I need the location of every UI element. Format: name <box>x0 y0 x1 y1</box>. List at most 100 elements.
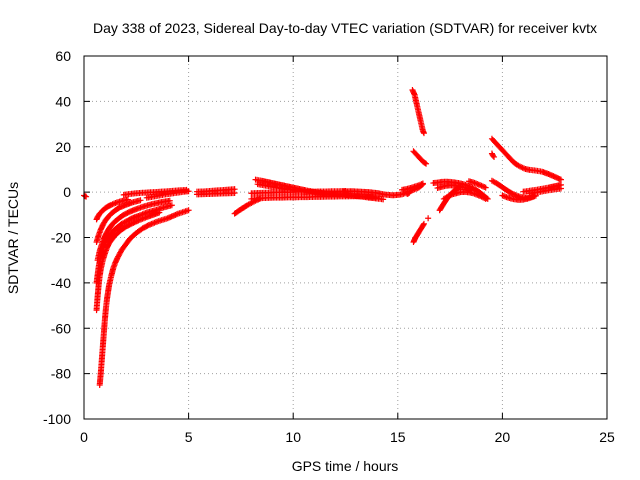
data-point <box>137 197 144 204</box>
data-point <box>511 191 518 198</box>
series-arc-ad <box>488 135 564 183</box>
data-point <box>474 180 481 187</box>
data-point <box>474 191 481 198</box>
data-point <box>144 222 151 229</box>
y-tick-label: -40 <box>51 275 71 291</box>
data-point <box>478 182 485 189</box>
data-point <box>115 253 122 260</box>
data-point <box>109 201 116 208</box>
data-point <box>166 197 173 204</box>
data-point <box>491 153 498 160</box>
x-tick-label: 25 <box>599 429 615 445</box>
data-point <box>168 202 175 209</box>
series-arc-d <box>93 202 175 286</box>
data-point <box>479 183 486 190</box>
y-axis-label: SDTVAR / TECUs <box>5 182 21 294</box>
axis-ticks: 0 5 10 15 20 25 -100 -80 -60 -40 -20 0 20 40 60 <box>43 48 615 445</box>
data-point <box>557 185 564 192</box>
series-arc-aa <box>440 188 489 202</box>
data-point <box>518 164 525 171</box>
y-tick-label: 60 <box>55 48 71 64</box>
data-point <box>477 193 484 200</box>
data-point <box>481 183 488 190</box>
data-point <box>489 152 496 159</box>
data-point <box>419 180 426 187</box>
data-point <box>425 215 432 222</box>
data-point <box>477 182 484 189</box>
data-point <box>519 164 526 171</box>
data-point <box>512 192 519 199</box>
series-arc-s <box>404 189 413 197</box>
data-point <box>475 192 482 199</box>
series-arc-k <box>193 190 238 198</box>
series-arc-ab <box>465 178 489 191</box>
data-point <box>482 195 489 202</box>
series-arc-p <box>248 187 349 197</box>
x-tick-label: 10 <box>285 429 301 445</box>
data-point <box>417 181 424 188</box>
data-point <box>185 188 192 195</box>
series-arc-a <box>81 192 90 200</box>
data-point <box>420 220 427 227</box>
y-tick-label: -100 <box>43 411 71 427</box>
y-tick-label: 20 <box>55 139 71 155</box>
y-tick-label: 40 <box>55 93 71 109</box>
series-arc-e <box>94 197 173 264</box>
series-arc-ah <box>526 185 564 197</box>
plot-border <box>83 55 608 420</box>
data-point <box>481 195 488 202</box>
data-point <box>521 165 528 172</box>
data-point <box>509 190 516 197</box>
series-arc-u <box>410 220 427 246</box>
series-arc-v <box>410 148 430 167</box>
x-tick-label: 0 <box>80 429 88 445</box>
data-point <box>482 184 489 191</box>
series-arc-f <box>93 197 144 246</box>
chart-title: Day 338 of 2023, Sidereal Day-to-day VTE… <box>93 20 597 36</box>
data-point <box>231 190 238 197</box>
data-point <box>114 254 121 261</box>
data-point <box>516 163 523 170</box>
series-arc-t <box>409 87 427 137</box>
y-tick-label: -60 <box>51 320 71 336</box>
grid-lines <box>84 56 607 419</box>
data-point <box>110 200 117 207</box>
series-arc-i <box>143 188 192 201</box>
data-point <box>420 222 427 229</box>
y-tick-label: -80 <box>51 366 71 382</box>
x-axis-label: GPS time / hours <box>292 458 399 474</box>
series-arc-w <box>425 215 432 222</box>
data-point <box>116 250 123 257</box>
data-point <box>447 192 454 199</box>
data-point <box>108 201 115 208</box>
series-arc-g <box>93 196 131 223</box>
data-point <box>456 184 463 191</box>
series-arc-r <box>398 180 426 193</box>
series-arc-o <box>248 193 380 202</box>
data-points <box>81 87 564 388</box>
data-point <box>421 160 428 167</box>
series-arc-b <box>96 207 192 388</box>
y-tick-label: 0 <box>63 184 71 200</box>
data-point <box>405 190 412 197</box>
x-tick-label: 20 <box>495 429 511 445</box>
series-arc-af <box>499 192 539 203</box>
y-tick-label: -20 <box>51 230 71 246</box>
data-point <box>457 183 464 190</box>
data-point <box>124 196 131 203</box>
data-point <box>115 252 122 259</box>
data-point <box>380 196 387 203</box>
data-point <box>185 207 192 214</box>
data-point <box>406 189 413 196</box>
data-point <box>420 130 427 137</box>
data-point <box>423 160 430 167</box>
data-point <box>475 181 482 188</box>
x-tick-label: 5 <box>185 429 193 445</box>
data-point <box>117 249 124 256</box>
data-point <box>557 176 564 183</box>
data-point <box>415 182 422 189</box>
x-tick-label: 15 <box>390 429 406 445</box>
series-arc-ac <box>488 150 498 160</box>
